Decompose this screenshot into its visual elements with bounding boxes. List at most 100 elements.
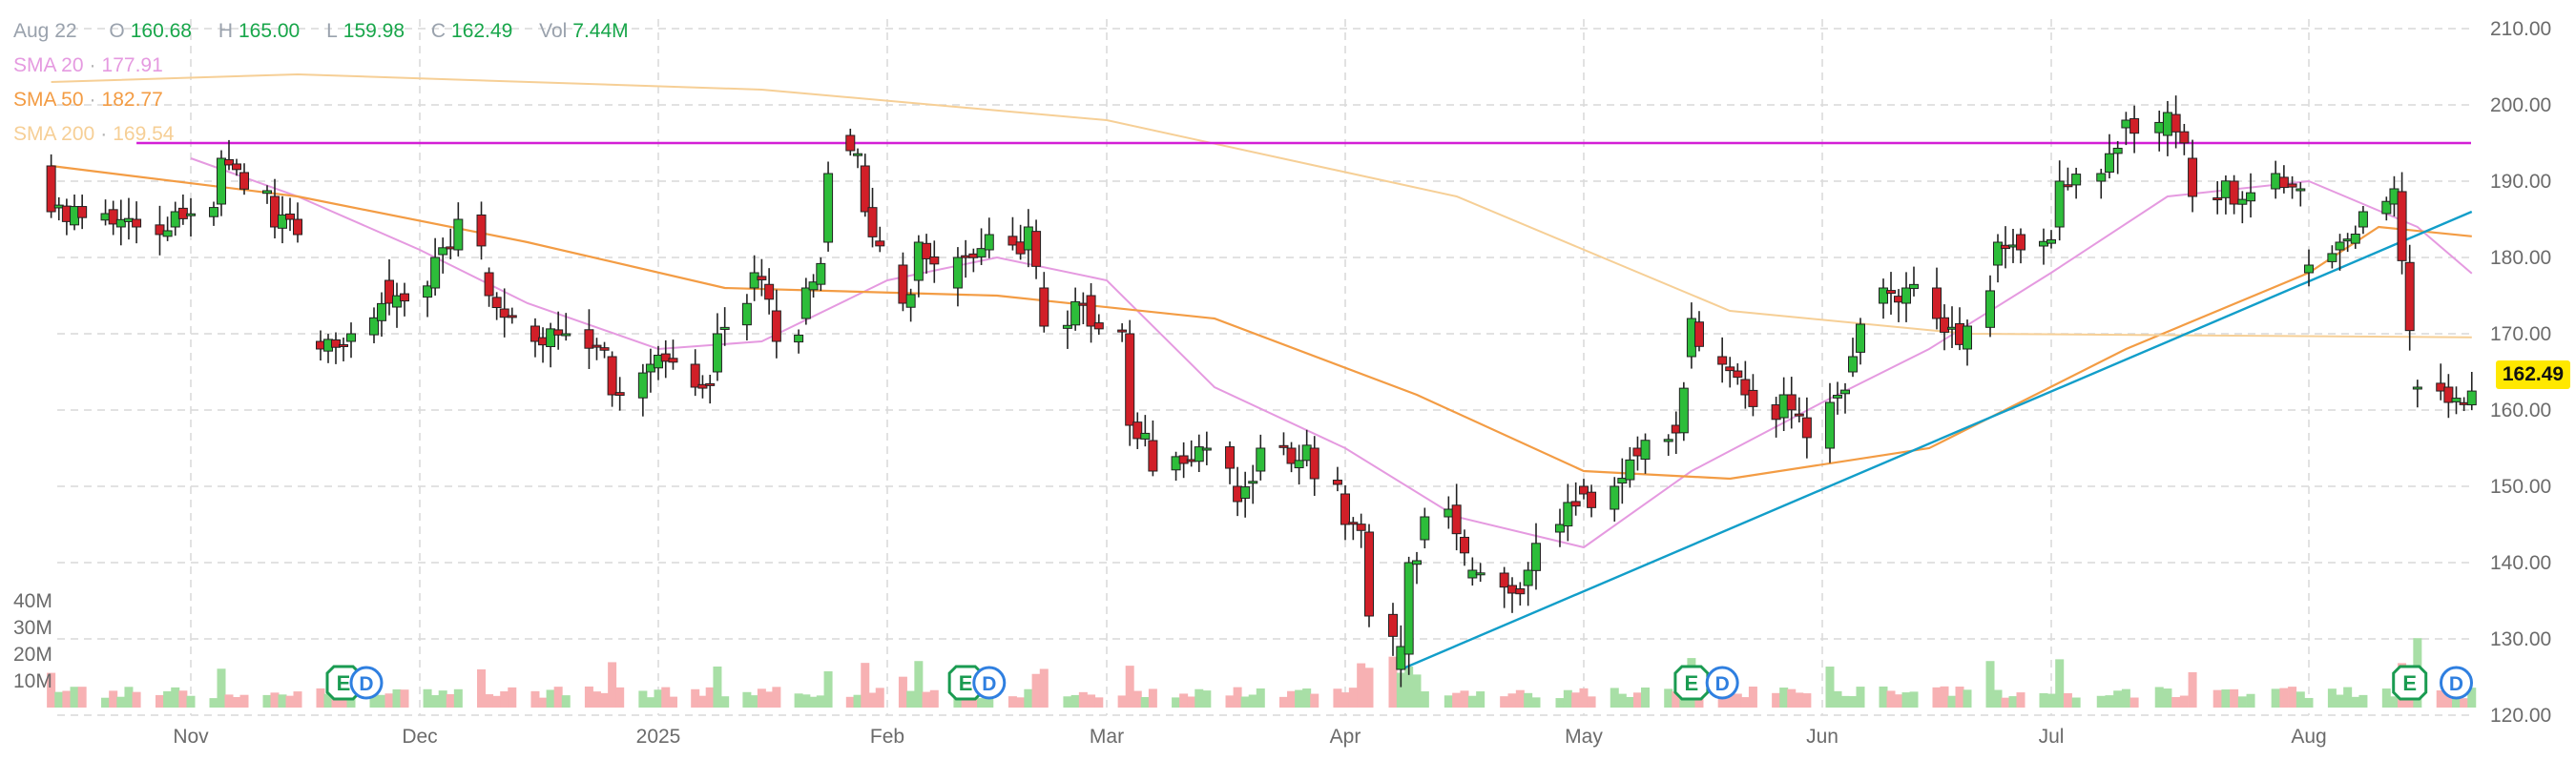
earnings-marker[interactable] (1673, 665, 1710, 701)
volume-bar (1031, 673, 1041, 708)
volume-bar (1078, 691, 1088, 708)
volume-bar (2221, 689, 2231, 708)
candle (170, 211, 180, 228)
candle (1201, 447, 1212, 451)
candle (1062, 324, 1072, 329)
earnings-marker[interactable] (947, 665, 984, 701)
volume-bar (853, 694, 862, 708)
candle (2237, 198, 2248, 205)
candle (438, 247, 448, 256)
volume-bar (1985, 661, 1995, 708)
price-tick-label: 120.00 (2490, 705, 2551, 727)
candles[interactable] (46, 95, 2477, 688)
candle (1563, 502, 1573, 527)
volume-bar (2351, 696, 2360, 708)
volume-bar (339, 697, 348, 708)
candle (285, 213, 295, 220)
dividend-marker-label: D (982, 673, 996, 695)
volume-bar (477, 668, 487, 708)
candle (1444, 508, 1454, 518)
volume-bar (500, 690, 509, 708)
volume-bar (772, 687, 781, 708)
volume-bar (1531, 697, 1541, 708)
volume-bar (323, 693, 333, 708)
earnings-marker[interactable] (2392, 665, 2428, 701)
price-tick-label: 130.00 (2490, 628, 2551, 650)
volume-bar (178, 690, 188, 708)
candle (690, 363, 700, 388)
time-tick-label: Dec (402, 726, 437, 748)
volume-bar (1940, 686, 1949, 708)
volume-value: 7.44M (572, 20, 629, 42)
legend-sma20[interactable]: SMA 20 · 177.91 (13, 54, 163, 76)
earnings-marker-label: E (337, 671, 351, 695)
earnings-marker[interactable] (325, 665, 362, 701)
volume-bar (1955, 687, 1964, 708)
volume-bar (1187, 696, 1196, 708)
volume-bar (1117, 695, 1127, 708)
candle (155, 224, 165, 236)
volume-bar (2071, 697, 2081, 708)
candle (660, 353, 671, 362)
volume-bar (1140, 696, 1150, 708)
price-tick-label: 200.00 (2490, 94, 2551, 116)
volume-bar (750, 695, 759, 708)
volume-bar (1195, 688, 1204, 708)
candle (929, 256, 940, 265)
volume-bar (70, 687, 79, 708)
volume-bar (54, 691, 64, 708)
legend-sma50[interactable]: SMA 50 · 182.77 (13, 89, 163, 111)
candle (1348, 522, 1359, 525)
volume-bar (1125, 666, 1134, 708)
volume-bar (600, 692, 610, 708)
volume-bar (2443, 689, 2453, 708)
volume-bar (1694, 697, 1704, 708)
dividend-marker[interactable] (972, 666, 1007, 700)
volume-bar (2304, 697, 2314, 708)
time-tick-label: Apr (1330, 726, 1361, 748)
candle (162, 230, 173, 237)
candle (423, 285, 433, 298)
volume-bar (1172, 697, 1181, 708)
candle (2304, 264, 2314, 274)
volume-bar (1748, 686, 1757, 708)
legend-sma200[interactable]: SMA 200 · 169.54 (13, 123, 175, 145)
volume-bar (2105, 695, 2114, 708)
dividend-marker[interactable] (2440, 666, 2474, 700)
volume-bar (823, 671, 833, 708)
candle (905, 294, 916, 308)
volume-bar (898, 676, 907, 708)
candle (1467, 569, 1478, 579)
dividend-marker[interactable] (1705, 666, 1739, 700)
volume-bar (1063, 696, 1072, 708)
dividend-marker[interactable] (349, 666, 384, 700)
candle (592, 344, 602, 348)
volume-bar (1571, 692, 1581, 708)
overlay-lines (51, 72, 2473, 671)
candle (668, 358, 678, 363)
volume-bar (2279, 688, 2289, 708)
volume-bar (2188, 671, 2197, 708)
volume-bar (209, 698, 218, 708)
close-value: 162.49 (451, 20, 513, 42)
volume-bar (1202, 690, 1212, 708)
volume-bar (1733, 693, 1742, 708)
volume-bar (1664, 688, 1673, 708)
volume-bar (561, 695, 571, 708)
candle (491, 297, 502, 309)
volume-bar (1963, 689, 1972, 708)
candle (1125, 333, 1135, 426)
candle (922, 242, 932, 259)
sma20-label: SMA 20 (13, 54, 84, 76)
candle (1570, 501, 1581, 507)
volume-bar (278, 694, 287, 708)
volume-bar (845, 696, 855, 708)
candle (2381, 200, 2392, 215)
volume-bar (423, 688, 432, 708)
candle (898, 264, 908, 304)
volume-bar (2230, 688, 2239, 708)
volume-bar (293, 691, 302, 708)
candle (2071, 174, 2082, 186)
